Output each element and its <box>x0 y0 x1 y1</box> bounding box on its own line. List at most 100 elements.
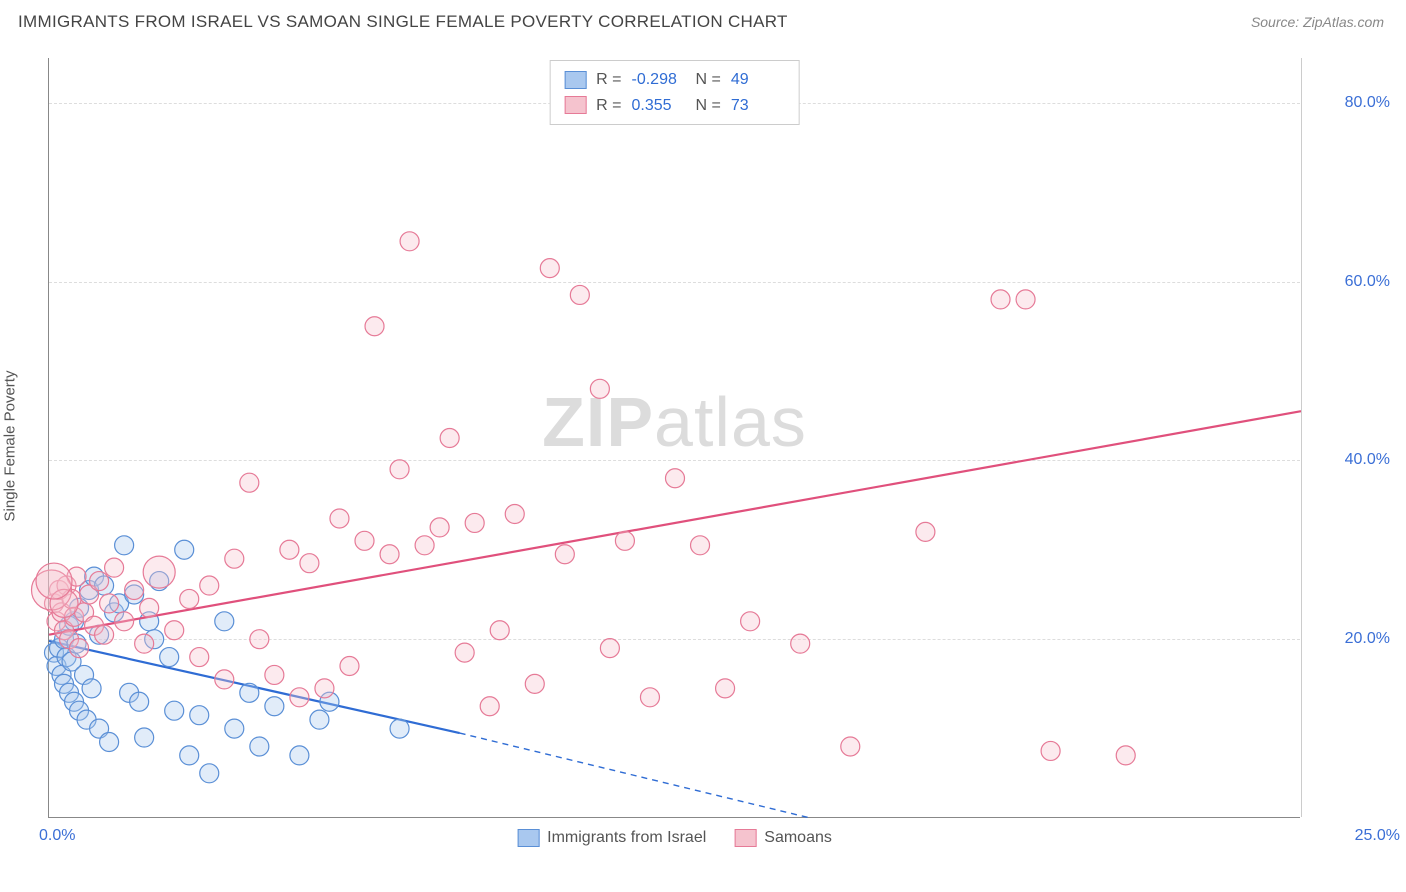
data-point <box>265 665 284 684</box>
data-point <box>290 746 309 765</box>
data-point <box>250 737 269 756</box>
x-legend-label: Immigrants from Israel <box>547 829 706 847</box>
data-point <box>200 764 219 783</box>
x-tick-left: 0.0% <box>39 827 75 845</box>
chart-container: IMMIGRANTS FROM ISRAEL VS SAMOAN SINGLE … <box>0 0 1406 892</box>
scatter-svg <box>49 58 1300 817</box>
y-axis-label: Single Female Poverty <box>2 371 19 522</box>
x-axis-legend: Immigrants from Israel Samoans <box>517 829 832 847</box>
source-attribution: Source: ZipAtlas.com <box>1251 14 1384 30</box>
legend-row: R = -0.298 N = 49 <box>564 67 785 93</box>
data-point <box>160 648 179 667</box>
data-point <box>365 317 384 336</box>
data-point <box>280 540 299 559</box>
plot-area: ZIPatlas 20.0%40.0%60.0%80.0% R =-0.298N… <box>48 58 1300 818</box>
data-point <box>400 232 419 251</box>
legend-swatch <box>564 96 586 114</box>
data-point <box>225 719 244 738</box>
data-point <box>380 545 399 564</box>
y-tick-label: 40.0% <box>1310 451 1390 469</box>
data-point <box>36 563 72 599</box>
data-point <box>666 469 685 488</box>
trend-line-dashed <box>460 733 811 818</box>
stats-legend: R = -0.298 N = 49 R = 0.355 N = 73 <box>549 60 800 125</box>
data-point <box>390 719 409 738</box>
data-point <box>716 679 735 698</box>
data-point <box>415 536 434 555</box>
legend-r-label: R = <box>596 67 621 93</box>
x-legend-item: Immigrants from Israel <box>517 829 706 847</box>
data-point <box>841 737 860 756</box>
data-point <box>200 576 219 595</box>
data-point <box>100 733 119 752</box>
trend-line <box>49 411 1301 635</box>
legend-r-value: -0.298 <box>632 67 686 93</box>
data-point <box>215 670 234 689</box>
data-point <box>315 679 334 698</box>
data-point <box>143 556 175 588</box>
data-point <box>300 554 319 573</box>
x-legend-item: Samoans <box>734 829 832 847</box>
data-point <box>125 581 144 600</box>
data-point <box>1041 741 1060 760</box>
data-point <box>70 639 89 658</box>
x-tick-right: 25.0% <box>1310 827 1400 845</box>
data-point <box>190 706 209 725</box>
data-point <box>90 572 109 591</box>
data-point <box>455 643 474 662</box>
legend-swatch <box>517 829 539 847</box>
legend-r-label: R = <box>596 93 621 119</box>
data-point <box>555 545 574 564</box>
data-point <box>791 634 810 653</box>
legend-n-value: 73 <box>731 93 785 119</box>
data-point <box>135 634 154 653</box>
data-point <box>190 648 209 667</box>
data-point <box>741 612 760 631</box>
data-point <box>115 612 134 631</box>
data-point <box>355 531 374 550</box>
legend-n-label: N = <box>696 93 721 119</box>
data-point <box>130 692 149 711</box>
y-tick-label: 20.0% <box>1310 630 1390 648</box>
data-point <box>100 594 119 613</box>
data-point <box>95 625 114 644</box>
data-point <box>82 679 101 698</box>
legend-n-label: N = <box>696 67 721 93</box>
data-point <box>215 612 234 631</box>
data-point <box>465 513 484 532</box>
legend-swatch <box>734 829 756 847</box>
data-point <box>505 505 524 524</box>
data-point <box>310 710 329 729</box>
data-point <box>615 531 634 550</box>
data-point <box>691 536 710 555</box>
legend-row: R = 0.355 N = 73 <box>564 93 785 119</box>
data-point <box>640 688 659 707</box>
data-point <box>340 657 359 676</box>
data-point <box>240 683 259 702</box>
data-point <box>991 290 1010 309</box>
data-point <box>115 536 134 555</box>
y-tick-label: 80.0% <box>1310 94 1390 112</box>
data-point <box>430 518 449 537</box>
data-point <box>916 522 935 541</box>
x-legend-label: Samoans <box>764 829 832 847</box>
data-point <box>600 639 619 658</box>
data-point <box>180 746 199 765</box>
data-point <box>490 621 509 640</box>
legend-n-value: 49 <box>731 67 785 93</box>
data-point <box>240 473 259 492</box>
data-point <box>165 621 184 640</box>
chart-title: IMMIGRANTS FROM ISRAEL VS SAMOAN SINGLE … <box>18 12 788 32</box>
data-point <box>525 674 544 693</box>
data-point <box>265 697 284 716</box>
data-point <box>570 285 589 304</box>
data-point <box>175 540 194 559</box>
data-point <box>390 460 409 479</box>
data-point <box>140 598 159 617</box>
data-point <box>225 549 244 568</box>
data-point <box>165 701 184 720</box>
data-point <box>1016 290 1035 309</box>
y-tick-label: 60.0% <box>1310 273 1390 291</box>
legend-r-value: 0.355 <box>632 93 686 119</box>
legend-swatch <box>564 71 586 89</box>
